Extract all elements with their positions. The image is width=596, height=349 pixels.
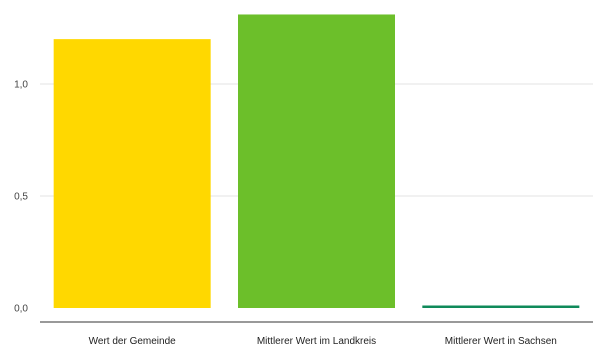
y-tick-label: 1,0	[14, 79, 28, 90]
y-tick-labels: 0,0 0,5 1,0	[14, 79, 28, 314]
category-labels: Wert der Gemeinde Mittlerer Wert im Landk…	[89, 336, 557, 347]
bars	[53, 14, 580, 309]
bar	[238, 14, 395, 309]
y-tick-label: 0,5	[14, 191, 28, 202]
bar	[422, 305, 580, 308]
category-label: Wert der Gemeinde	[89, 336, 177, 347]
bar	[53, 39, 211, 309]
category-label: Mittlerer Wert in Sachsen	[445, 336, 557, 347]
y-tick-label: 0,0	[14, 304, 28, 315]
category-label: Mittlerer Wert im Landkreis	[257, 336, 376, 347]
